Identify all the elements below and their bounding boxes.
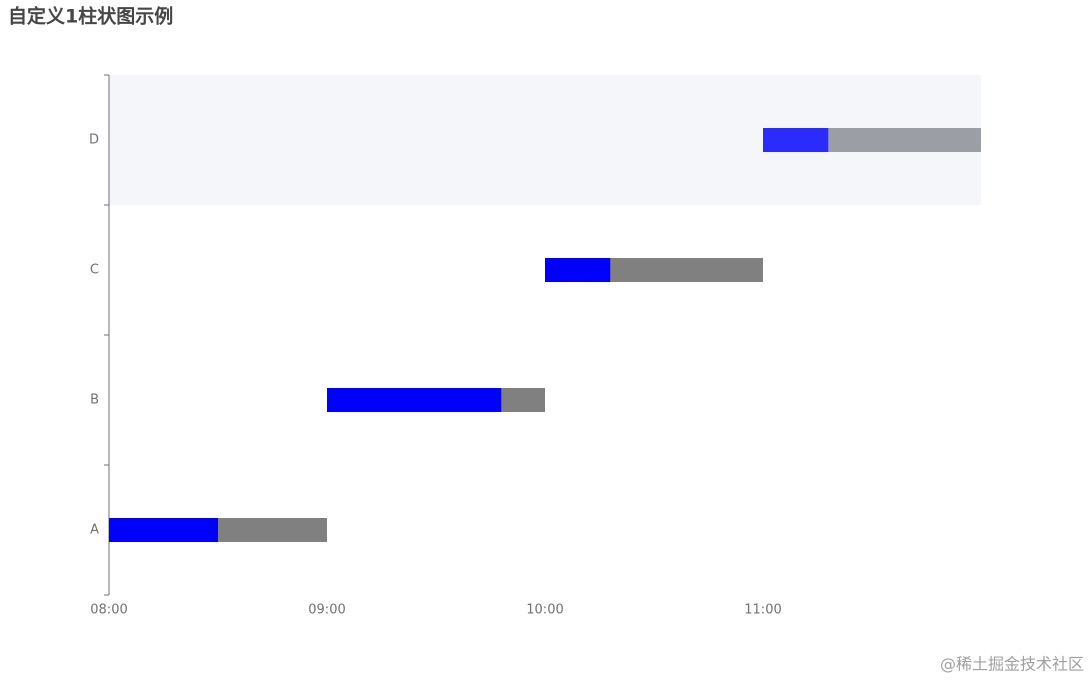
x-tick-label: 08:00 — [90, 603, 127, 618]
bar-segment — [501, 388, 545, 412]
y-tick-label: C — [90, 263, 99, 278]
bar-segment — [218, 518, 327, 542]
bar-segment — [545, 258, 611, 282]
watermark: @稀土掘金技术社区 — [940, 655, 1084, 674]
chart-title: 自定义1柱状图示例 — [8, 5, 173, 28]
x-tick-label: 10:00 — [526, 603, 563, 618]
bar-segment — [763, 128, 829, 152]
y-tick-label: A — [90, 523, 99, 538]
bar-segment — [828, 128, 981, 152]
bar-segment — [610, 258, 763, 282]
bar-segment — [327, 388, 502, 412]
x-tick-label: 09:00 — [308, 603, 345, 618]
x-tick-label: 11:00 — [744, 603, 781, 618]
bar-segment — [109, 518, 218, 542]
y-tick-label: D — [89, 133, 99, 148]
y-tick-label: B — [90, 393, 99, 408]
